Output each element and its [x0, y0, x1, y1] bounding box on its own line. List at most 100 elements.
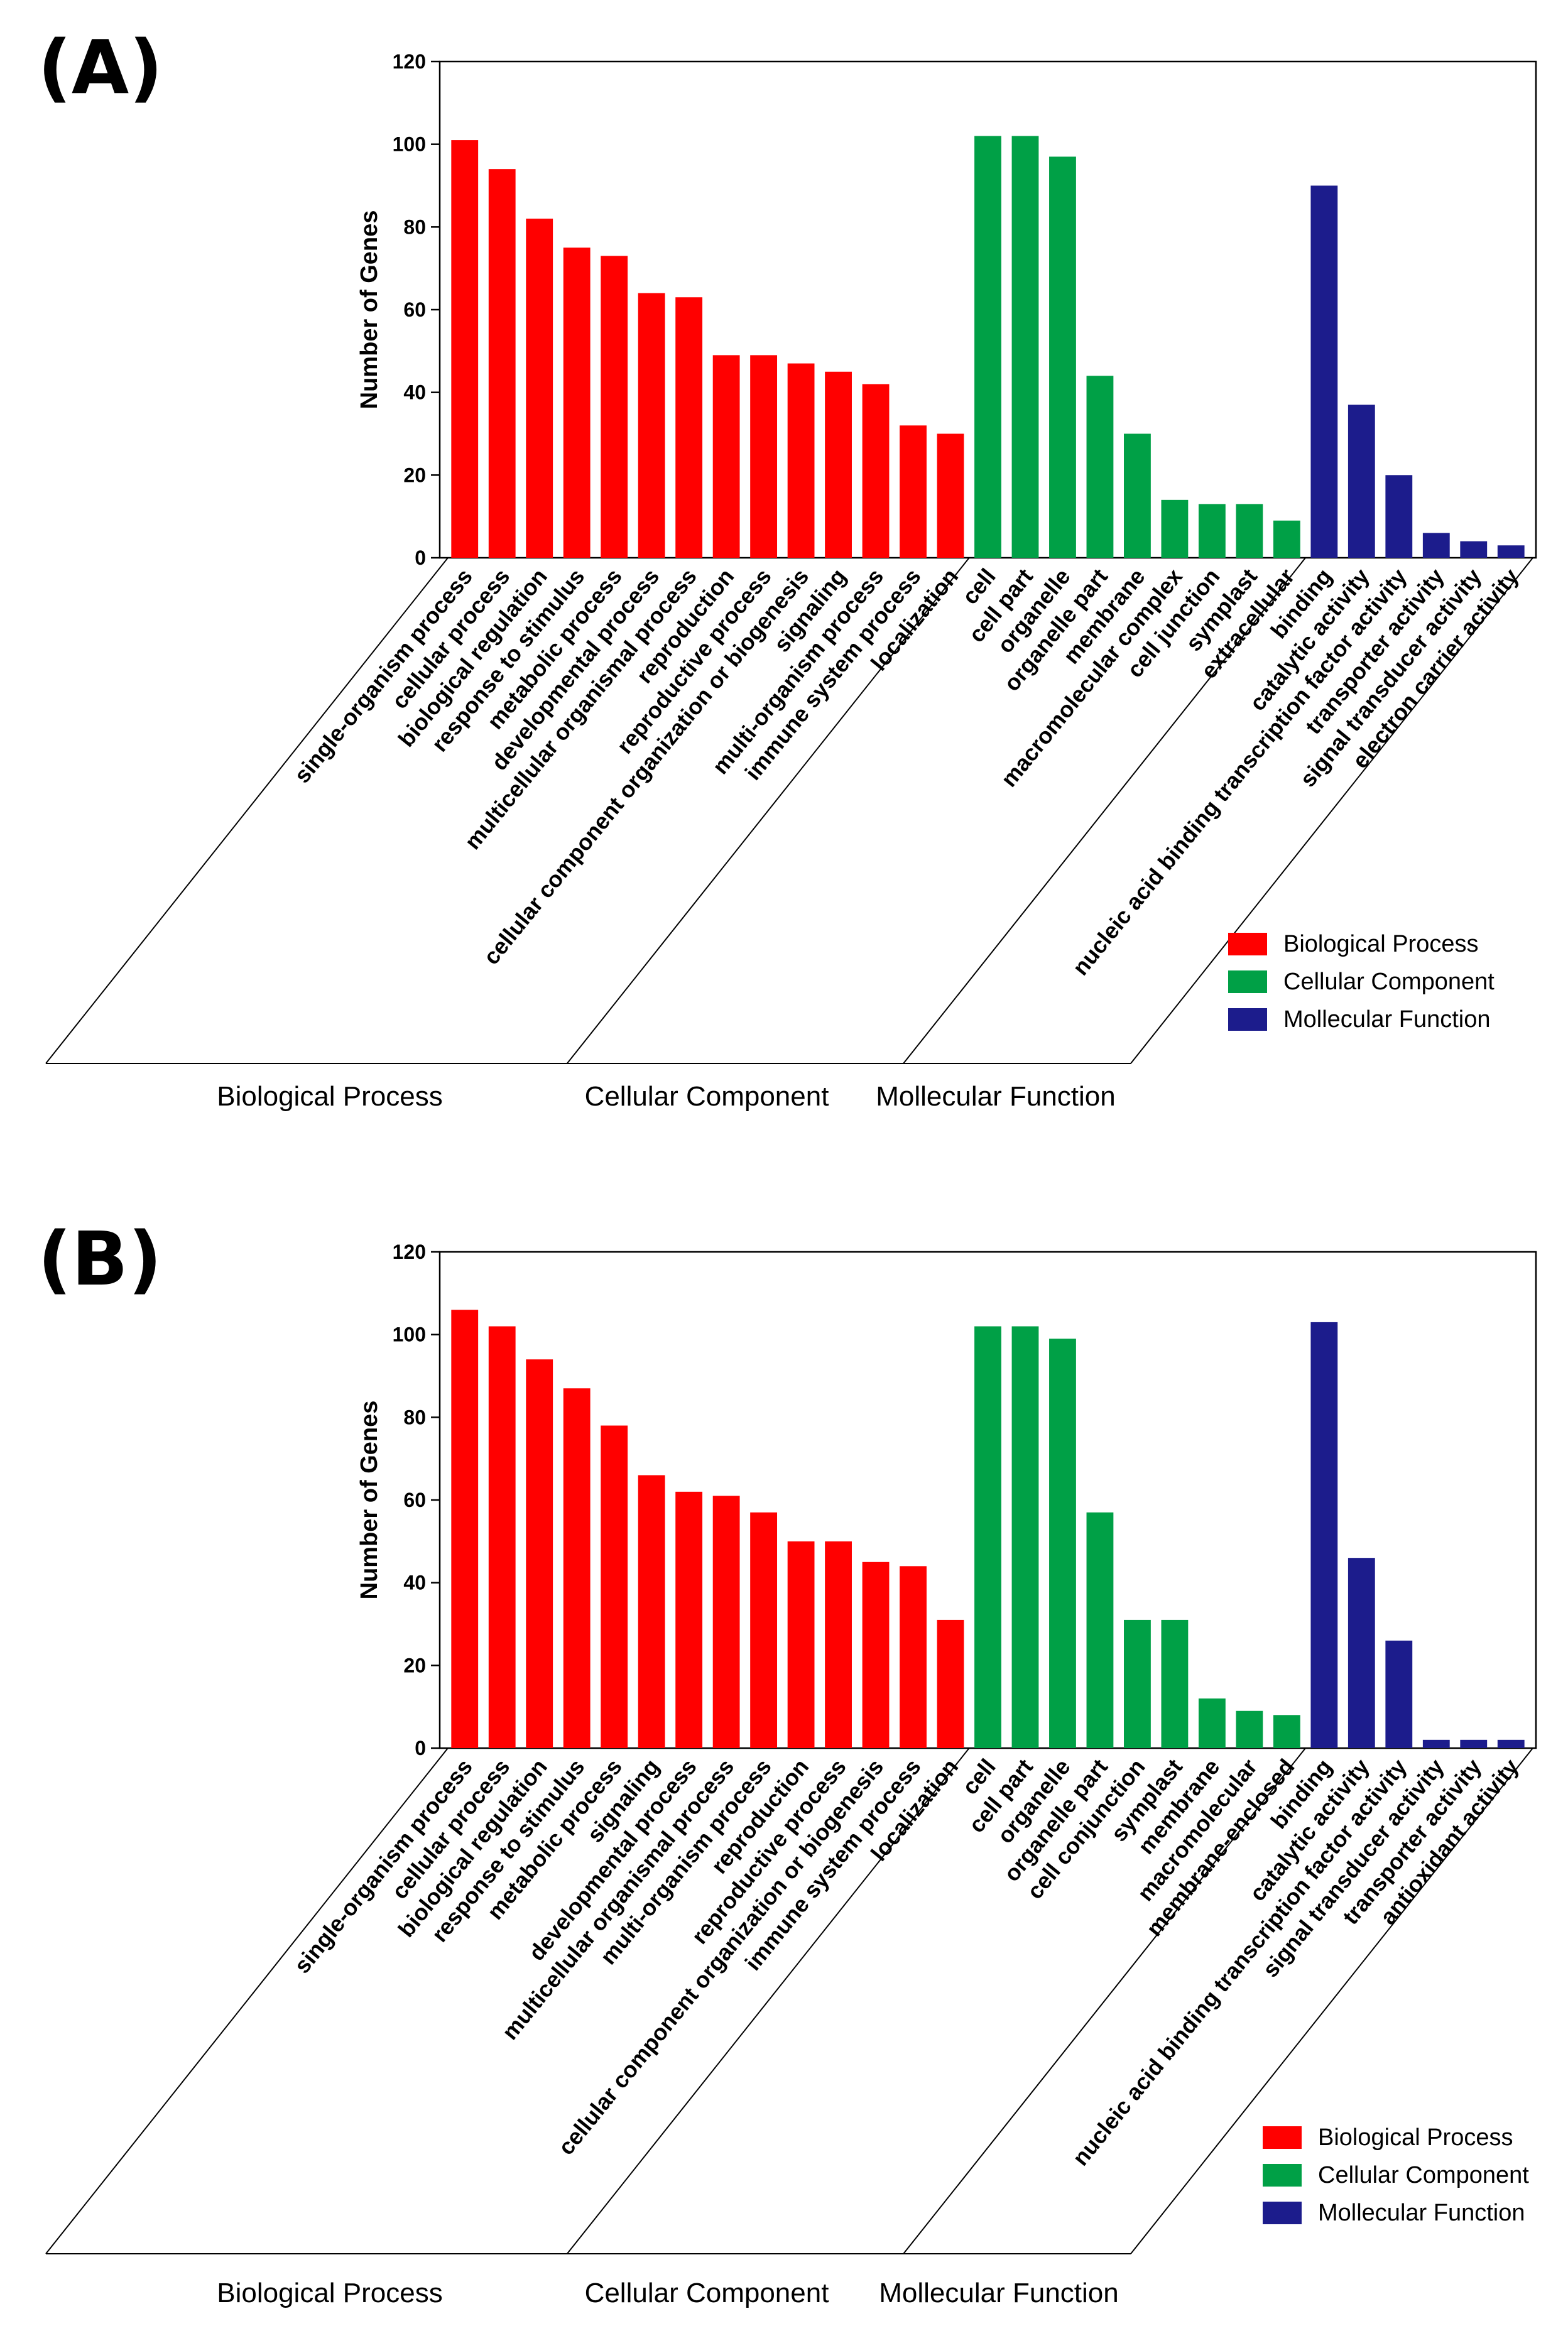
group-divider — [1130, 1747, 1533, 2254]
bar-antioxidant-activity — [1497, 1739, 1525, 1748]
bar-single-organism-process — [451, 140, 479, 558]
legend-label: Biological Process — [1283, 931, 1478, 957]
group-label: Biological Process — [217, 1081, 443, 1112]
bar-localization — [937, 1619, 964, 1748]
y-tick-label: 60 — [403, 298, 426, 321]
bar-membrane — [1124, 433, 1151, 558]
bar-catalytic-activity — [1348, 1558, 1375, 1748]
bar-transporter-activity — [1460, 1739, 1488, 1748]
legend-swatch — [1228, 970, 1267, 993]
legend-swatch — [1263, 2202, 1302, 2224]
group-label: Mollecular Function — [879, 2278, 1119, 2308]
y-tick-label: 80 — [403, 1406, 426, 1428]
group-divider — [903, 557, 1306, 1064]
legend-label: Mollecular Function — [1283, 1006, 1490, 1033]
legend-swatch — [1228, 1008, 1267, 1031]
bar-organelle — [1049, 156, 1076, 558]
bar-cellular-process — [488, 169, 516, 558]
group-divider — [45, 1747, 449, 2254]
y-tick-label: 80 — [403, 215, 426, 238]
bar-cell-conjunction — [1124, 1619, 1151, 1748]
bar-localization — [937, 433, 964, 558]
bar-nucleic-acid-binding-transcription-factor-activity — [1385, 1640, 1413, 1748]
legend: Biological Process Cellular Component Moll… — [1263, 2124, 1529, 2226]
bar-reproductive-process — [825, 1541, 852, 1748]
y-tick-label: 120 — [393, 50, 426, 73]
y-tick-label: 0 — [415, 546, 426, 569]
y-tick-label: 0 — [415, 1737, 426, 1759]
panel-label: (A) — [38, 24, 163, 111]
bar-organelle-part — [1086, 376, 1114, 558]
legend-swatch — [1228, 933, 1267, 955]
y-tick-label: 20 — [403, 1654, 426, 1677]
legend-label: Mollecular Function — [1318, 2200, 1525, 2226]
bar-response-to-stimulus — [563, 1388, 591, 1748]
bar-cellular-component-organization-or-biogenesis — [787, 363, 815, 558]
group-label: Cellular Component — [585, 1081, 829, 1112]
bar-transporter-activity — [1422, 533, 1450, 558]
legend-swatch — [1263, 2164, 1302, 2187]
bar-cell-part — [1011, 136, 1039, 558]
bar-reproductive-process — [750, 355, 778, 558]
group-divider — [566, 557, 970, 1064]
bar-cell — [974, 1326, 1001, 1748]
bar-binding — [1310, 1322, 1338, 1748]
group-label: Mollecular Function — [876, 1081, 1116, 1112]
bar-biological-regulation — [526, 1359, 553, 1748]
bar-immune-system-process — [900, 425, 927, 558]
group-divider — [45, 557, 449, 1064]
y-tick-label: 100 — [393, 133, 426, 156]
legend: Biological Process Cellular Component Moll… — [1228, 931, 1494, 1033]
bar-electron-carrier-activity — [1497, 545, 1525, 558]
y-tick-label: 60 — [403, 1489, 426, 1511]
bar-signal-transducer-activity — [1422, 1739, 1450, 1748]
bar-cell-part — [1011, 1326, 1039, 1748]
group-divider — [1130, 557, 1533, 1064]
bar-cellular-process — [488, 1326, 516, 1748]
y-tick-label: 40 — [403, 1572, 426, 1594]
group-label: Biological Process — [217, 2278, 443, 2308]
bar-extracellular — [1273, 520, 1300, 558]
group-label: Cellular Component — [585, 2278, 829, 2308]
legend-label: Biological Process — [1318, 2124, 1513, 2151]
y-axis-title: Number of Genes — [356, 1401, 383, 1600]
bar-reproduction — [787, 1541, 815, 1748]
bar-multi-organism-process — [750, 1512, 778, 1748]
bar-cell — [974, 136, 1001, 558]
bar-signaling — [825, 371, 852, 558]
bar-symplast — [1236, 504, 1263, 558]
bar-immune-system-process — [900, 1566, 927, 1748]
y-tick-label: 100 — [393, 1323, 426, 1346]
bar-symplast — [1161, 1619, 1189, 1748]
bar-membrane-enclosed — [1273, 1715, 1300, 1748]
bar-metabolic-process — [601, 256, 628, 558]
bar-binding — [1310, 185, 1338, 558]
bar-nucleic-acid-binding-transcription-factor-activity — [1385, 475, 1413, 558]
bar-organelle-part — [1086, 1512, 1114, 1748]
bar-developmental-process — [675, 1491, 703, 1748]
y-tick-label: 120 — [393, 1241, 426, 1263]
bar-single-organism-process — [451, 1310, 479, 1748]
bar-macromolecular — [1236, 1710, 1263, 1748]
bar-multicellular-organismal-process — [712, 1496, 740, 1748]
group-divider — [566, 1747, 970, 2254]
group-divider — [903, 1747, 1306, 2254]
legend-label: Cellular Component — [1283, 969, 1494, 995]
legend-swatch — [1263, 2126, 1302, 2149]
bar-biological-regulation — [526, 219, 553, 558]
bar-membrane — [1198, 1698, 1226, 1748]
bar-macromolecular-complex — [1161, 499, 1189, 558]
y-axis-title: Number of Genes — [356, 210, 383, 410]
bar-multi-organism-process — [862, 384, 890, 558]
bar-cellular-component-organization-or-biogenesis — [862, 1562, 890, 1748]
bar-multicellular-organismal-process — [675, 297, 703, 558]
bar-catalytic-activity — [1348, 405, 1375, 558]
bar-metabolic-process — [601, 1425, 628, 1748]
bar-signaling — [638, 1475, 665, 1748]
bar-response-to-stimulus — [563, 247, 591, 558]
bar-organelle — [1049, 1339, 1076, 1748]
bar-reproduction — [712, 355, 740, 558]
panel-label: (B) — [38, 1215, 162, 1302]
